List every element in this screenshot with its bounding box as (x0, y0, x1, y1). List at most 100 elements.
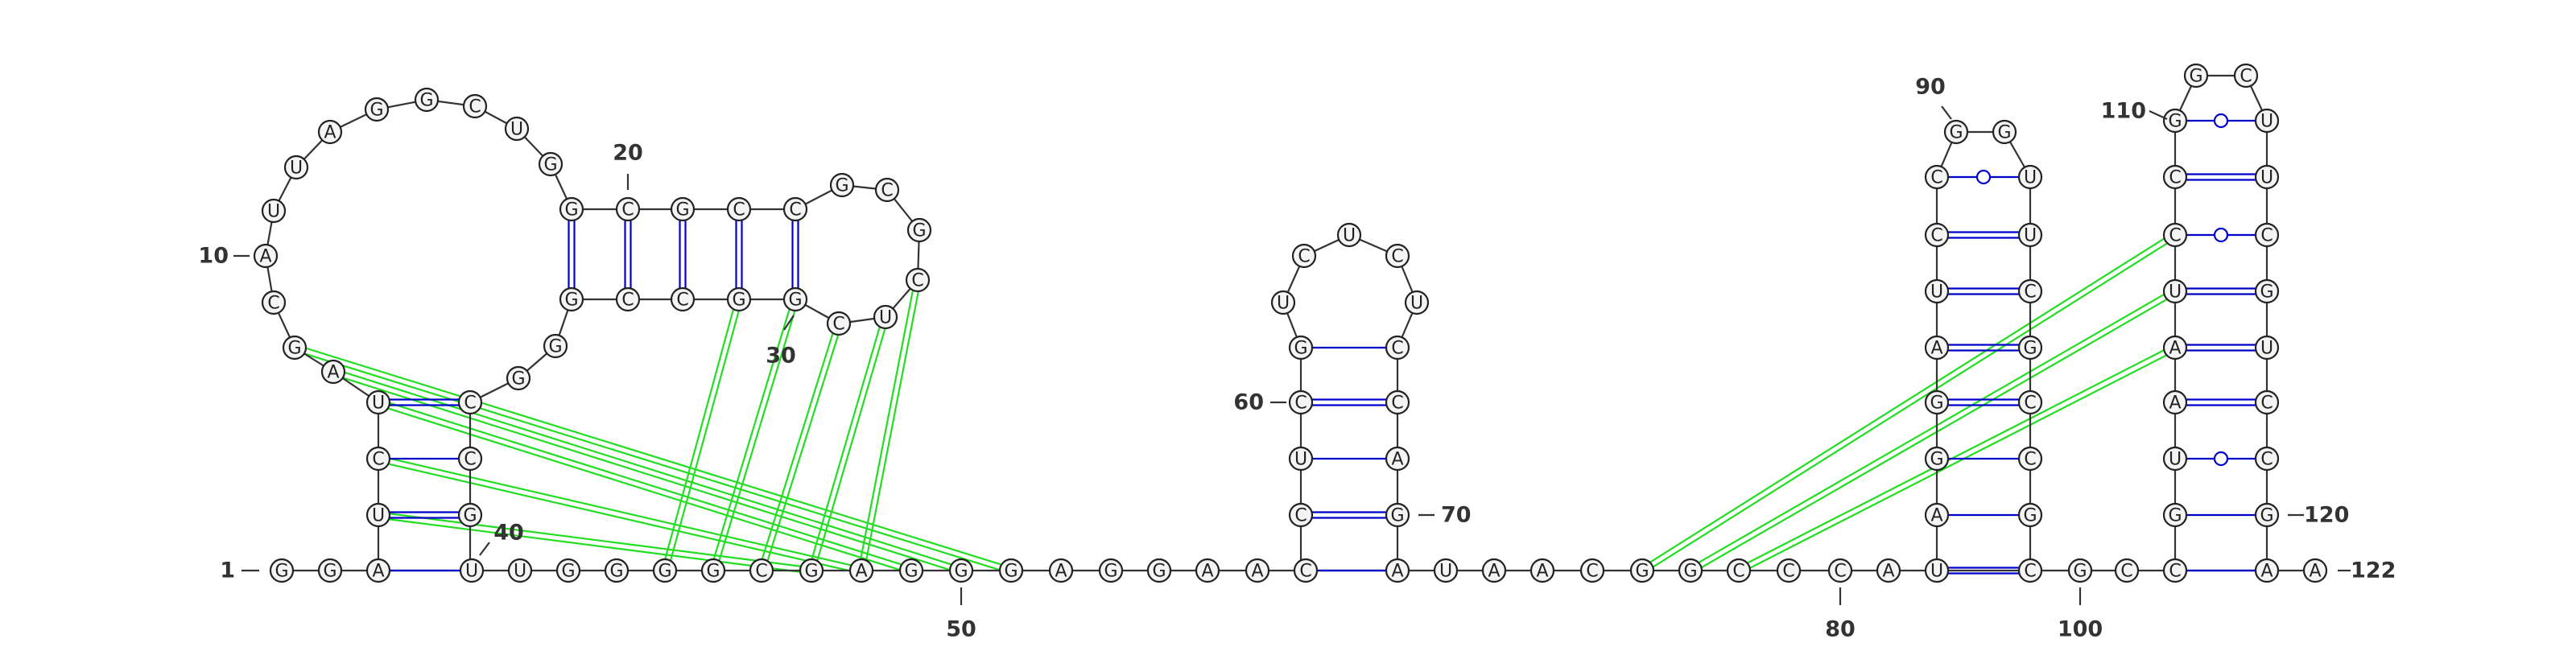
nucleotide-circle (1629, 558, 1655, 583)
nucleotide-letter: G (732, 291, 745, 311)
nucleotide-letter: G (954, 562, 968, 582)
pseudoknot-line (378, 511, 812, 569)
nucleotide-letter: C (1930, 168, 1942, 188)
nucleotide: A (2162, 335, 2188, 361)
nucleotide-letter: C (2240, 67, 2252, 87)
position-label-10-text: 10 (198, 244, 229, 269)
nucleotide-letter: C (2024, 394, 2036, 414)
nucleotide-letter: G (369, 101, 383, 121)
pseudoknot-line (863, 280, 922, 571)
nucleotide: C (826, 311, 852, 336)
nucleotide-letter: G (658, 562, 671, 582)
nucleotide-letter: G (912, 221, 926, 241)
nucleotide: G (2017, 335, 2043, 361)
position-label-122: 122 (2338, 558, 2396, 583)
nucleotide: U (507, 558, 533, 583)
nucleotide: G (1385, 502, 1410, 528)
nucleotide-letter: C (621, 291, 634, 311)
nucleotide-circle (2254, 164, 2280, 190)
nucleotide: C (1726, 558, 1752, 583)
nucleotide-circle (1924, 446, 1950, 472)
nucleotide-letter: G (1152, 562, 1166, 582)
nucleotide-letter: A (324, 123, 336, 143)
nucleotide-letter: G (706, 562, 720, 582)
nucleotide-letter: G (2023, 506, 2037, 526)
nucleotide-circle (2254, 335, 2280, 361)
nucleotide: U (2162, 446, 2188, 472)
nucleotide-letter: G (564, 291, 578, 311)
nucleotide-letter: C (1391, 339, 1403, 359)
nucleotide-circle (2254, 222, 2280, 248)
nucleotide-letter: A (1882, 562, 1894, 582)
nucleotide-circle (1293, 558, 1319, 583)
position-label-122-text: 122 (2351, 558, 2396, 583)
nucleotide: G (2254, 502, 2280, 528)
nucleotide: C (2017, 446, 2043, 472)
nucleotide-layer: G G A U U G G G G C G A G G G A G G A A C A U A A C G G C C C A U C G C C A A U… (253, 63, 2328, 583)
pseudoknot-line (1740, 349, 2178, 575)
nucleotide-letter: A (2260, 562, 2273, 582)
nucleotide-circle (1924, 335, 1950, 361)
nucleotide: A (1385, 558, 1410, 583)
nucleotide-circle (2254, 558, 2280, 583)
nucleotide-circle (364, 97, 390, 122)
nucleotide: A (2302, 558, 2328, 583)
nucleotide-letter: G (275, 562, 288, 582)
nucleotide: C (615, 196, 641, 222)
nucleotide-letter: G (609, 562, 623, 582)
nucleotide: G (652, 558, 678, 583)
nucleotide-letter: A (1930, 339, 1942, 359)
nucleotide: C (2254, 446, 2280, 472)
nucleotide-letter: G (2023, 339, 2037, 359)
nucleotide-letter: C (1930, 226, 1942, 246)
nucleotide-circle (559, 196, 584, 222)
nucleotide-circle (2114, 558, 2140, 583)
nucleotide-circle (1385, 446, 1410, 472)
nucleotide-letter: U (2024, 226, 2037, 246)
nucleotide-circle (555, 558, 581, 583)
nucleotide-circle (2162, 558, 2188, 583)
nucleotide-letter: C (1391, 394, 1403, 414)
nucleotide-circle (459, 558, 485, 583)
nucleotide-circle (726, 286, 752, 312)
nucleotide: A (365, 558, 391, 583)
nucleotide-letter: G (1930, 450, 1943, 470)
nucleotide: C (1385, 243, 1410, 269)
nucleotide-letter: C (1298, 247, 1310, 267)
nucleotide: U (1924, 278, 1950, 304)
nucleotide-letter: G (1949, 123, 1963, 143)
nucleotide-letter: C (1586, 562, 1598, 582)
nucleotide-circle (365, 558, 391, 583)
nucleotide: G (829, 172, 855, 198)
nucleotide-circle (1385, 558, 1410, 583)
nucleotide: G (1288, 335, 1314, 361)
pseudoknot-line (758, 322, 837, 571)
position-label-110: 110 (2101, 99, 2168, 124)
nucleotide-circle (874, 177, 900, 203)
pseudoknot-layer (293, 232, 2178, 575)
nucleotide: C (1385, 389, 1410, 415)
pseudoknot-line (295, 344, 1013, 569)
nucleotide: G (2183, 63, 2209, 89)
pseudoknot-line (378, 517, 811, 575)
nucleotide: G (269, 558, 295, 583)
nucleotide-circle (559, 286, 584, 312)
nucleotide-circle (543, 333, 568, 359)
nucleotide-circle (1943, 119, 1969, 145)
nucleotide: G (559, 196, 584, 222)
nucleotide: C (615, 286, 641, 312)
nucleotide: A (2162, 389, 2188, 415)
nucleotide-letter: C (2024, 450, 2036, 470)
nucleotide-letter: C (733, 200, 745, 220)
nucleotide: C (462, 93, 488, 119)
nucleotide-letter: C (464, 394, 476, 414)
nucleotide-circle (507, 558, 533, 583)
nucleotide-letter: U (267, 202, 280, 222)
nucleotide: C (2162, 164, 2188, 190)
nucleotide: C (2254, 389, 2280, 415)
nucleotide-circle (1827, 558, 1853, 583)
nucleotide: C (1293, 558, 1319, 583)
nucleotide-letter: A (2169, 394, 2181, 414)
nucleotide-letter: A (1251, 562, 1263, 582)
